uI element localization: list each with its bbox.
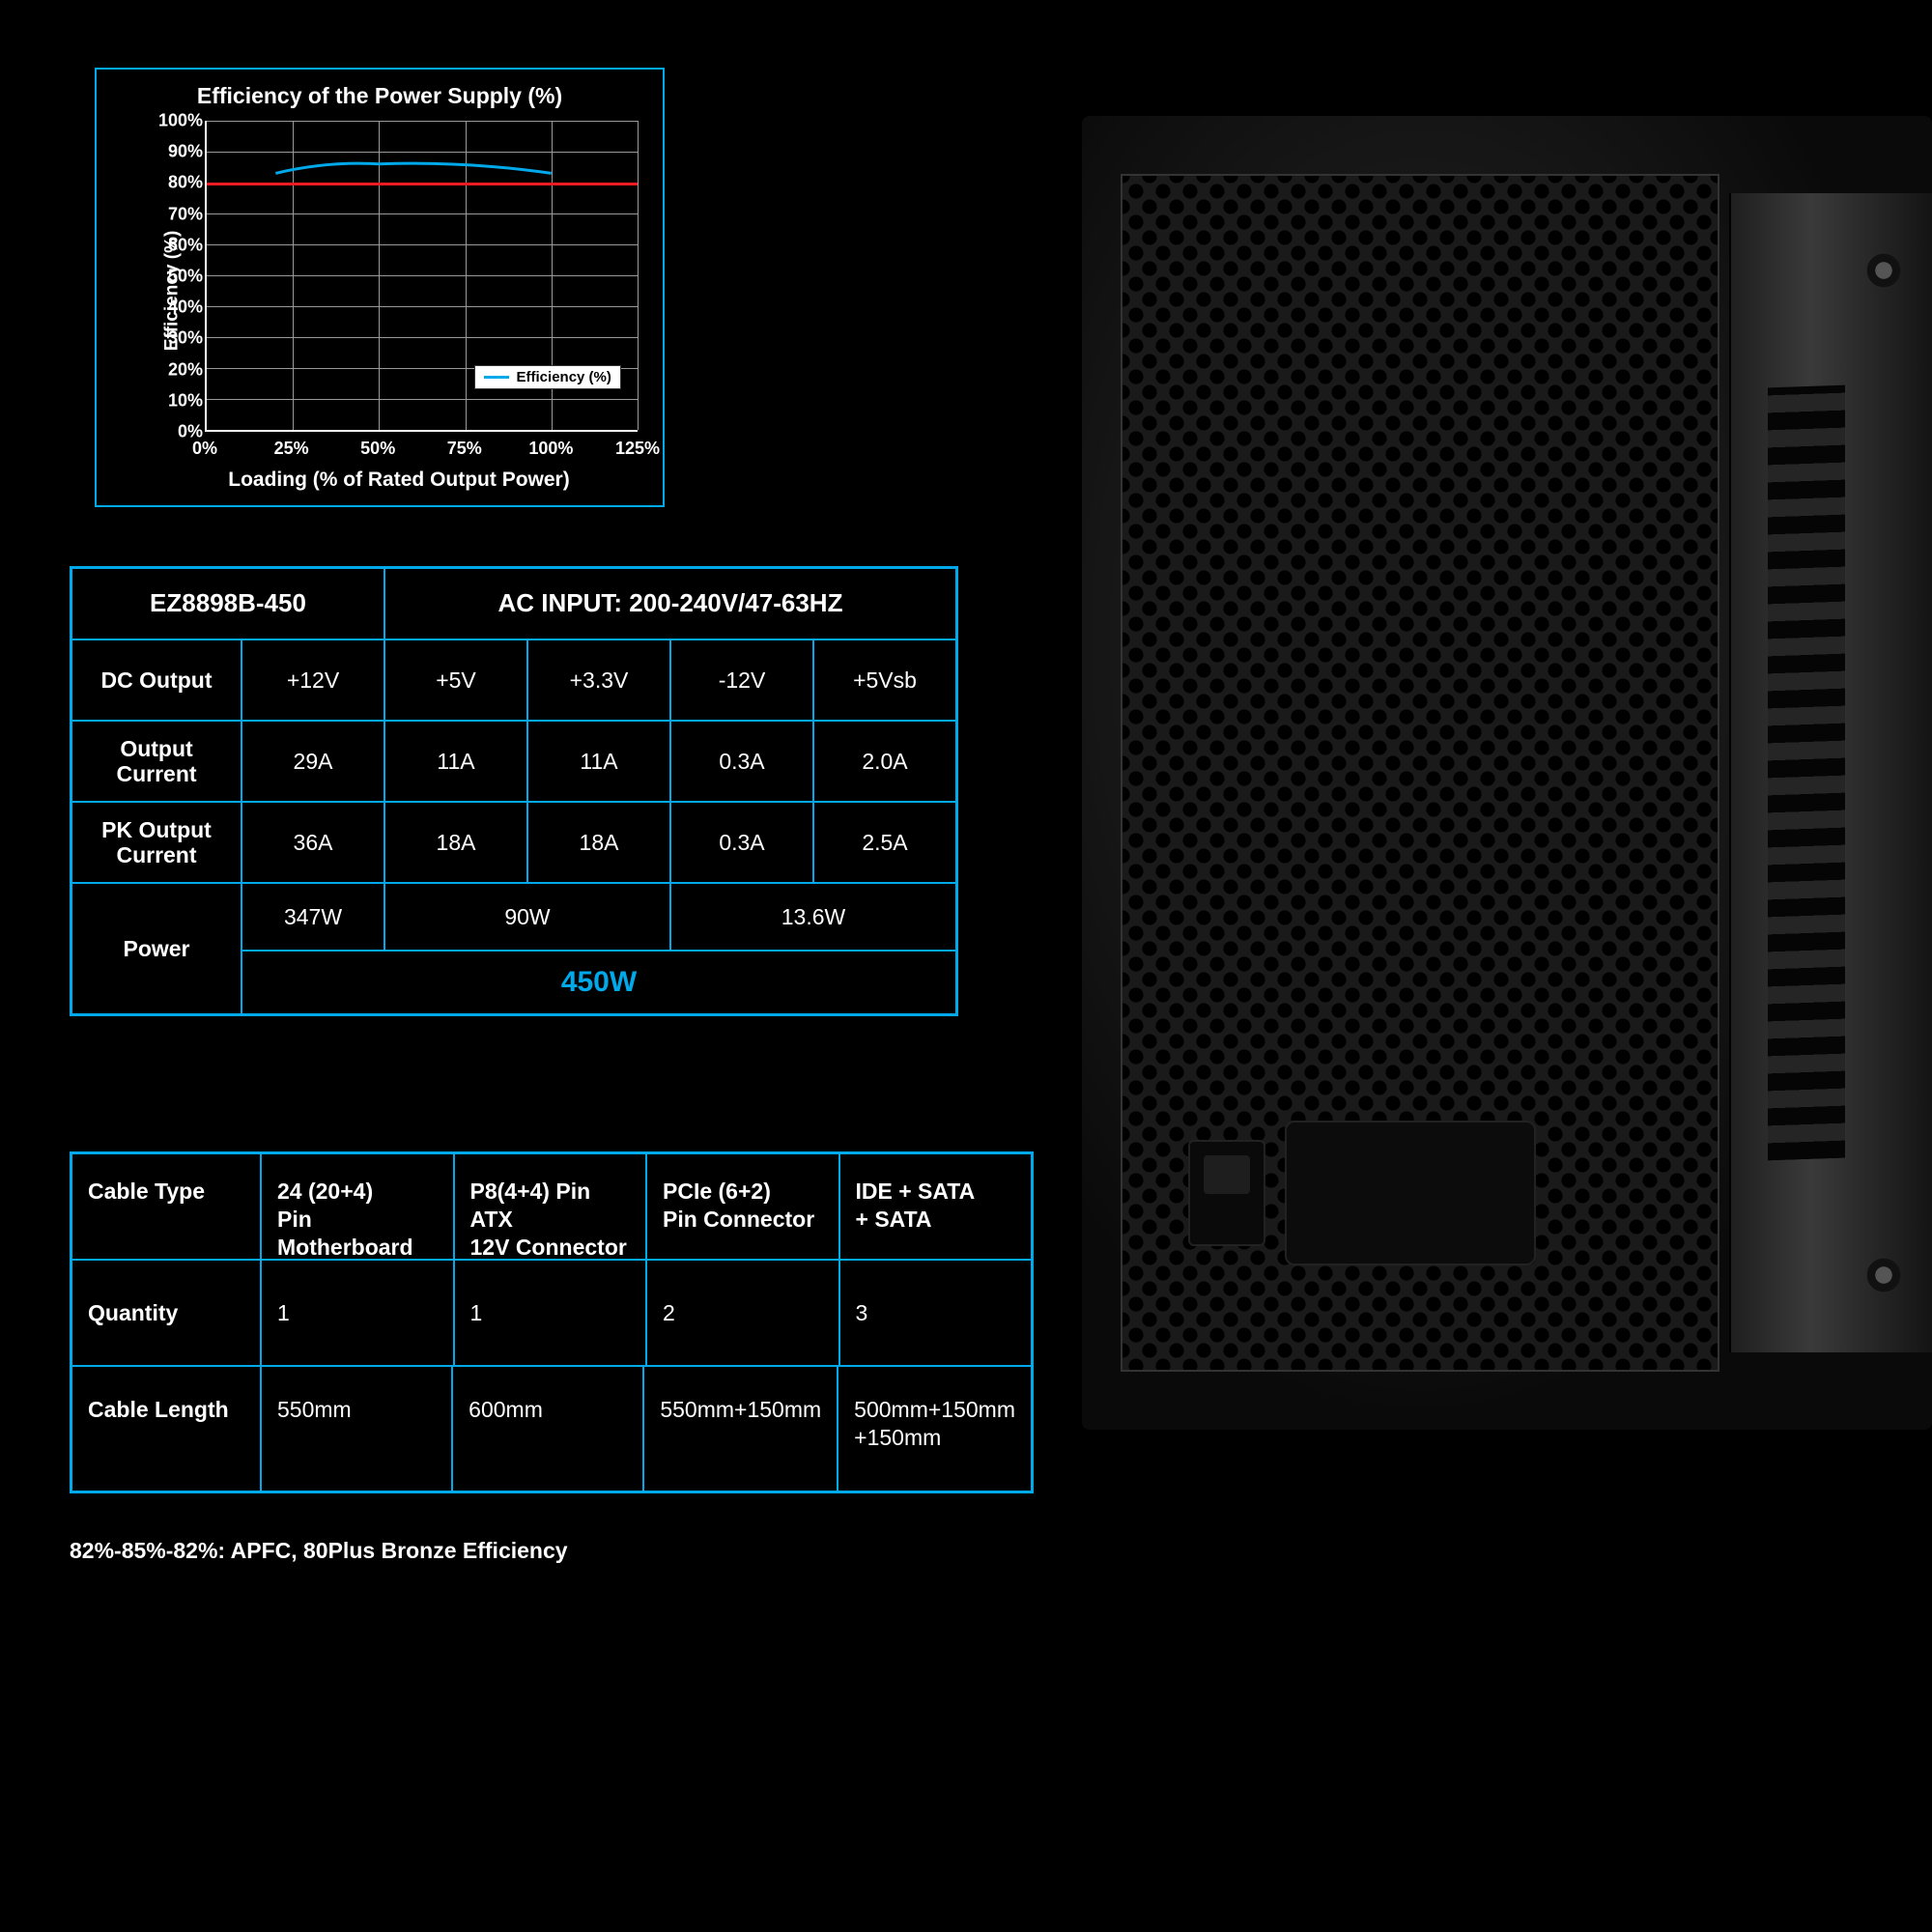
legend-swatch (484, 376, 509, 379)
spec-table: EZ8898B-450 AC INPUT: 200-240V/47-63HZ D… (70, 566, 958, 1016)
cable-type-0: 24 (20+4) Pin Motherboard (261, 1153, 454, 1260)
cable-qty-3: 3 (839, 1260, 1033, 1366)
spec-col-4: +5Vsb (813, 639, 956, 721)
chart-legend: Efficiency (%) (474, 365, 621, 389)
spec-col-2: +3.3V (527, 639, 670, 721)
chart-ytick: 50% (155, 267, 203, 287)
cable-len-2: 550mm+150mm (643, 1366, 838, 1492)
cable-row-label-type: Cable Type (71, 1153, 261, 1260)
spec-out-1: 11A (384, 721, 527, 802)
chart-ytick: 80% (155, 173, 203, 193)
product-vent-slots (1768, 385, 1845, 1161)
product-power-switch (1188, 1140, 1265, 1246)
cable-qty-0: 1 (261, 1260, 454, 1366)
chart-xtick: 25% (274, 439, 309, 459)
spec-row-label-out: Output Current (71, 721, 242, 802)
product-ac-inlet (1285, 1121, 1536, 1265)
spec-pk-4: 2.5A (813, 802, 956, 883)
chart-ytick: 20% (155, 359, 203, 380)
spec-pk-2: 18A (527, 802, 670, 883)
cable-row-label-qty: Quantity (71, 1260, 261, 1366)
chart-xtick: 0% (192, 439, 217, 459)
cable-qty-1: 1 (454, 1260, 647, 1366)
chart-ytick: 100% (155, 111, 203, 131)
efficiency-chart: Efficiency of the Power Supply (%) Effic… (95, 68, 665, 507)
spec-ac-input: AC INPUT: 200-240V/47-63HZ (384, 568, 956, 639)
spec-model: EZ8898B-450 (71, 568, 384, 639)
spec-pk-0: 36A (242, 802, 384, 883)
chart-ytick: 60% (155, 235, 203, 255)
spec-pk-1: 18A (384, 802, 527, 883)
spec-out-4: 2.0A (813, 721, 956, 802)
footer-text: 82%-85%-82%: APFC, 80Plus Bronze Efficie… (70, 1538, 568, 1564)
chart-xtick: 125% (615, 439, 660, 459)
spec-pk-3: 0.3A (670, 802, 813, 883)
product-side-panel (1729, 193, 1932, 1352)
spec-out-2: 11A (527, 721, 670, 802)
spec-row-label-power: Power (71, 883, 242, 1014)
spec-power-0: 347W (242, 883, 384, 951)
chart-xtick: 100% (528, 439, 573, 459)
cable-row-label-len: Cable Length (71, 1366, 261, 1492)
spec-row-label-dc: DC Output (71, 639, 242, 721)
spec-power-2: 13.6W (670, 883, 956, 951)
product-image (1082, 116, 1932, 1430)
cable-qty-2: 2 (646, 1260, 839, 1366)
cable-type-2: PCIe (6+2) Pin Connector (646, 1153, 839, 1260)
spec-row-label-pk: PK Output Current (71, 802, 242, 883)
spec-out-3: 0.3A (670, 721, 813, 802)
chart-ytick: 70% (155, 204, 203, 224)
spec-col-3: -12V (670, 639, 813, 721)
chart-xtick: 75% (447, 439, 482, 459)
cable-len-3: 500mm+150mm +150mm (838, 1366, 1032, 1492)
chart-xtick: 50% (360, 439, 395, 459)
chart-xlabel: Loading (% of Rated Output Power) (147, 469, 651, 492)
chart-ytick: 40% (155, 298, 203, 318)
spec-power-1: 90W (384, 883, 670, 951)
cable-type-3: IDE + SATA + SATA (839, 1153, 1033, 1260)
chart-ytick: 90% (155, 142, 203, 162)
spec-col-1: +5V (384, 639, 527, 721)
chart-area: Efficiency (%) 0% 10% 20% 30% 40% 50% 60% 70% 80… (155, 117, 641, 465)
legend-label: Efficiency (%) (517, 369, 611, 385)
chart-ytick: 10% (155, 390, 203, 411)
chart-gridline-v (638, 121, 639, 430)
spec-total-power: 450W (242, 951, 956, 1014)
cable-type-1: P8(4+4) Pin ATX 12V Connector (454, 1153, 647, 1260)
spec-col-0: +12V (242, 639, 384, 721)
cable-table: Cable Type 24 (20+4) Pin Motherboard P8(… (70, 1151, 1034, 1493)
chart-title: Efficiency of the Power Supply (%) (108, 83, 651, 109)
chart-plot: Efficiency (%) (205, 121, 638, 432)
chart-ytick: 30% (155, 328, 203, 349)
cable-len-0: 550mm (261, 1366, 452, 1492)
spec-out-0: 29A (242, 721, 384, 802)
cable-len-1: 600mm (452, 1366, 643, 1492)
